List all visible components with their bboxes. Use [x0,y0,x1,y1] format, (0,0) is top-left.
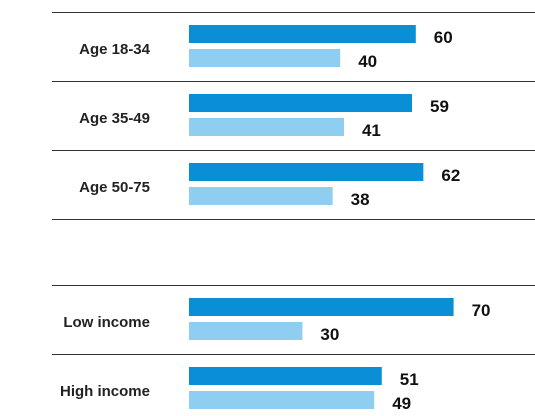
category-label: Age 35-49 [79,110,150,127]
category-label: Age 18-34 [79,41,151,58]
category-label: Age 50-75 [79,179,150,196]
data-label: 41 [362,121,381,140]
bar [189,163,424,181]
data-label: 49 [392,394,411,413]
data-label: 40 [358,52,377,71]
data-label: 59 [430,97,449,116]
bar [189,367,382,385]
bar [189,118,344,136]
bar [189,94,413,112]
bar [189,49,341,67]
bar [189,391,375,409]
bar [189,187,333,205]
data-label: 62 [441,166,460,185]
data-label: 38 [351,190,370,209]
data-label: 30 [320,325,339,344]
data-label: 60 [434,28,453,47]
category-label: High income [60,383,150,400]
bar [189,322,303,340]
bar [189,25,416,43]
category-label: Low income [63,314,150,331]
data-label: 70 [472,301,491,320]
data-label: 51 [400,370,419,389]
bar [189,298,454,316]
